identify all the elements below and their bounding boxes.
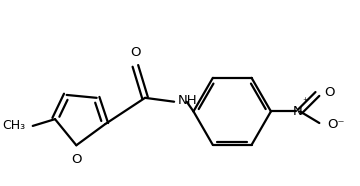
- Text: NH: NH: [178, 94, 198, 107]
- Text: ⁺: ⁺: [302, 97, 307, 107]
- Text: O: O: [324, 86, 335, 99]
- Text: O: O: [71, 153, 82, 166]
- Text: N: N: [293, 105, 303, 118]
- Text: O⁻: O⁻: [327, 118, 345, 132]
- Text: CH₃: CH₃: [2, 119, 25, 132]
- Text: O: O: [130, 46, 141, 59]
